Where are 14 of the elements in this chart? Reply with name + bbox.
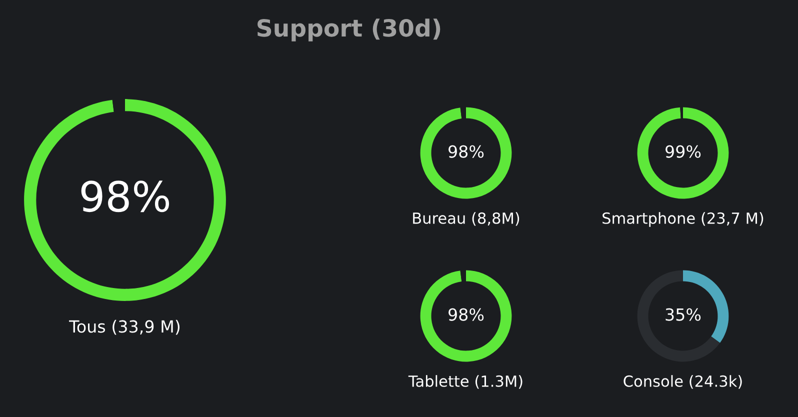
donut-slice — [680, 107, 683, 118]
donut-slice — [637, 107, 729, 199]
donut-slice — [637, 270, 720, 362]
data-label: 98% — [448, 308, 484, 321]
text: Bureau (8,8M) — [413, 212, 520, 226]
data-label: 99% — [666, 145, 701, 158]
text: Smartphone (23,7 M) — [602, 212, 764, 227]
data-label: 35% — [666, 308, 701, 321]
data-label: 98% — [448, 145, 484, 158]
data-label: 98% — [81, 180, 170, 212]
text: Tablette (1.3M) — [408, 375, 522, 389]
text: Support (30d) — [258, 18, 440, 42]
text: Tous (33,9 M) — [69, 320, 180, 335]
text: Console (24.3k) — [624, 375, 742, 389]
